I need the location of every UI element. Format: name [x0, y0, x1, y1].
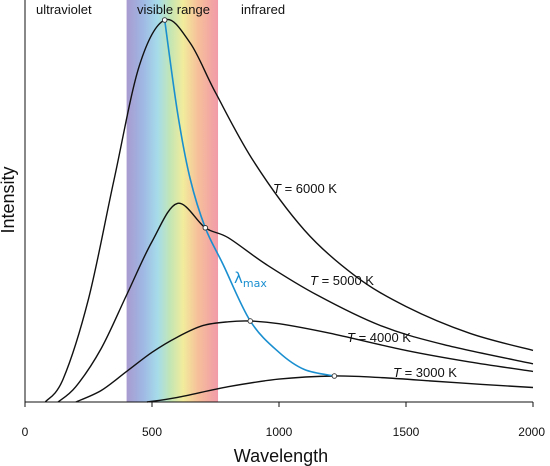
- x-axis-title: Wavelength: [234, 446, 328, 466]
- peak-marker-4000k: [247, 318, 254, 324]
- visible-band: [126, 0, 219, 402]
- curve-5000k: [57, 202, 534, 403]
- band-label-ultraviolet: ultraviolet: [36, 2, 92, 17]
- lambda-max-curve: [163, 19, 335, 377]
- series-rest-5000: = 5000 K: [318, 273, 374, 288]
- series-label-5000: T = 5000 K: [310, 273, 374, 288]
- peak-marker-6000k: [161, 17, 168, 23]
- series-label-3000: T = 3000 K: [393, 365, 457, 380]
- series-rest-4000: = 4000 K: [355, 330, 411, 345]
- peak-markers: [161, 17, 338, 379]
- x-tick-label-0: 0: [22, 425, 29, 439]
- peak-marker-5000k: [202, 225, 209, 231]
- lambda-max-curve-group: [163, 19, 335, 377]
- series-var-5000: T: [310, 273, 319, 288]
- x-tick-label-500: 500: [142, 425, 162, 439]
- curve-4000k: [75, 320, 534, 403]
- series-label-4000: T = 4000 K: [347, 330, 411, 345]
- x-tick-label-1500: 1500: [393, 425, 420, 439]
- x-tick-label-2000: 2000: [518, 425, 545, 439]
- series-label-6000: T = 6000 K: [273, 181, 337, 196]
- curves: [44, 18, 534, 403]
- curve-6000k: [44, 18, 534, 403]
- series-var-3000: T: [393, 365, 402, 380]
- y-axis-title: Intensity: [0, 166, 18, 233]
- series-rest-6000: = 6000 K: [281, 181, 337, 196]
- x-tick-label-1000: 1000: [266, 425, 293, 439]
- series-var-4000: T: [347, 330, 356, 345]
- band-label-visible: visible range: [137, 2, 210, 17]
- band-label-infrared: infrared: [241, 2, 285, 17]
- lambda-symbol: λ: [234, 269, 243, 287]
- series-rest-3000: = 3000 K: [401, 365, 457, 380]
- peak-marker-3000k: [331, 373, 338, 379]
- lambda-subscript: max: [243, 277, 267, 290]
- series-var-6000: T: [273, 181, 282, 196]
- x-ticks: 0 500 1000 1500 2000: [22, 402, 545, 439]
- lambda-max-label: λmax: [234, 269, 267, 290]
